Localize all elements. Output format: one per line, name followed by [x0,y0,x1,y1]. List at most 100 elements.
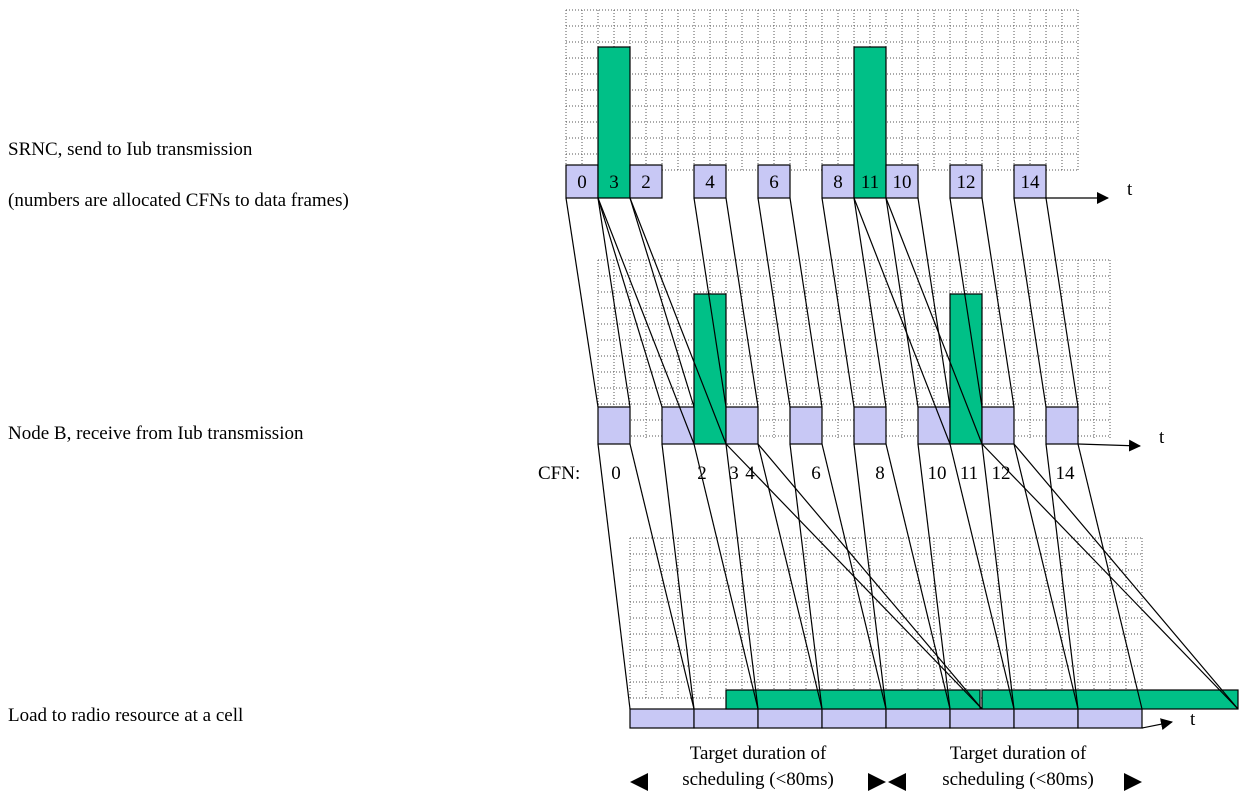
nodeb-frame [917,406,951,445]
nodeb-frame [853,406,887,445]
nodeb-frame [1045,406,1079,445]
target-duration-label-2: Target duration of [950,743,1087,764]
srnc-to-nodeb-line [565,197,599,408]
srnc-to-nodeb-line [597,197,663,408]
srnc-frame-label: 11 [861,172,879,193]
target-scheduling-label-2: scheduling (<80ms) [942,769,1094,790]
nodeb-frame [661,406,695,445]
nodeb-cfn-label: 12 [992,463,1011,484]
srnc-frame [949,164,983,199]
srnc-to-nodeb-line [853,197,951,445]
nodeb-cfn-label: 2 [697,463,707,484]
nodeb-to-cell-line [597,443,631,710]
cell-frame [693,708,759,729]
srnc-to-nodeb-line [917,197,951,408]
srnc-frame-label: 2 [641,172,651,193]
nodeb-to-cell-line [693,443,759,710]
nodeb-to-cell-line [981,443,1015,710]
nodeb-to-cell-line [949,443,1015,710]
srnc-frame-label: 4 [705,172,715,193]
target-arrow-right-2 [1124,773,1142,791]
cell-frame [1077,708,1143,729]
srnc-to-nodeb-line [949,197,983,408]
srnc-frame [693,164,727,199]
srnc-frame-label: 14 [1021,172,1041,193]
srnc-to-nodeb-line [629,197,695,408]
srnc-frame [565,164,599,199]
cell-burst-bar [981,689,1239,710]
nodeb-frame [789,406,823,445]
srnc-to-nodeb-line [885,197,983,445]
srnc-frame [629,164,663,199]
srnc-frame-label: 3 [609,172,619,193]
srnc-to-nodeb-line [597,197,695,445]
target-arrow-left-2 [888,773,906,791]
target-arrow-left-1 [630,773,648,791]
srnc-title: SRNC, send to Iub transmission [8,139,253,160]
srnc-frame-label: 10 [893,172,912,193]
srnc-frame [757,164,791,199]
cell-frame [949,708,1015,729]
cell-frame [821,708,887,729]
cell-frame [885,708,951,729]
nodeb-to-cell-line [661,443,695,710]
srnc-to-nodeb-line [597,197,631,408]
cell-frame [757,708,823,729]
srnc-to-nodeb-line [1013,197,1047,408]
srnc-to-nodeb-line [757,197,791,408]
srnc-to-nodeb-line [629,197,727,445]
nodeb-axis-t-label: t [1159,427,1165,448]
srnc-frame [1013,164,1047,199]
target-scheduling-label-1: scheduling (<80ms) [682,769,834,790]
nodeb-frame [725,406,759,445]
connector-lines [565,197,1239,710]
srnc-frame-label: 0 [577,172,587,193]
cell-grid [629,537,1143,699]
srnc-to-nodeb-line [853,197,887,408]
srnc-frame-label: 6 [769,172,779,193]
target-duration-label-1: Target duration of [690,743,827,764]
nodeb-cfn-label: 3 [729,463,739,484]
cell-burst-bar [725,689,981,710]
srnc-to-nodeb-line [693,197,727,408]
srnc-subtitle: (numbers are allocated CFNs to data fram… [8,190,349,211]
cell-frame [629,708,695,729]
srnc-grid [565,9,1079,171]
srnc-frame-label: 12 [957,172,976,193]
srnc-to-nodeb-line [1045,197,1079,408]
srnc-to-nodeb-line [981,197,1015,408]
nodeb-to-cell-line [725,443,759,710]
nodeb-to-cell-line [1013,443,1239,710]
nodeb-cfn-label: 10 [928,463,947,484]
nodeb-cfn-label: 4 [745,463,755,484]
srnc-axis-t-label: t [1127,179,1133,200]
nodeb-cfn-label: 6 [811,463,821,484]
nodeb-burst-frame [693,293,727,445]
cell-axis-t-label: t [1190,709,1196,730]
nodeb-title: Node B, receive from Iub transmission [8,423,304,444]
cell-frame [1013,708,1079,729]
nodeb-frame [981,406,1015,445]
srnc-to-nodeb-line [821,197,855,408]
srnc-to-nodeb-line [725,197,759,408]
srnc-to-nodeb-line [885,197,919,408]
nodeb-to-cell-line [725,443,983,710]
nodeb-frame [597,406,631,445]
nodeb-burst-frame [949,293,983,445]
srnc-frame-label: 8 [833,172,843,193]
nodeb-cfn-label: 0 [611,463,621,484]
nodeb-cfn-label: 11 [960,463,978,484]
cell-time-axis [1141,718,1173,731]
cell-title: Load to radio resource at a cell [8,705,244,726]
target-arrow-right-1 [868,773,886,791]
srnc-frame [885,164,919,199]
nodeb-cfn-label: 8 [875,463,885,484]
srnc-to-nodeb-line [789,197,823,408]
nodeb-to-cell-line [629,443,695,710]
nodeb-cfn-label: 14 [1056,463,1076,484]
srnc-burst-frame [853,46,887,199]
nodeb-to-cell-line [757,443,983,710]
srnc-burst-frame [597,46,631,199]
